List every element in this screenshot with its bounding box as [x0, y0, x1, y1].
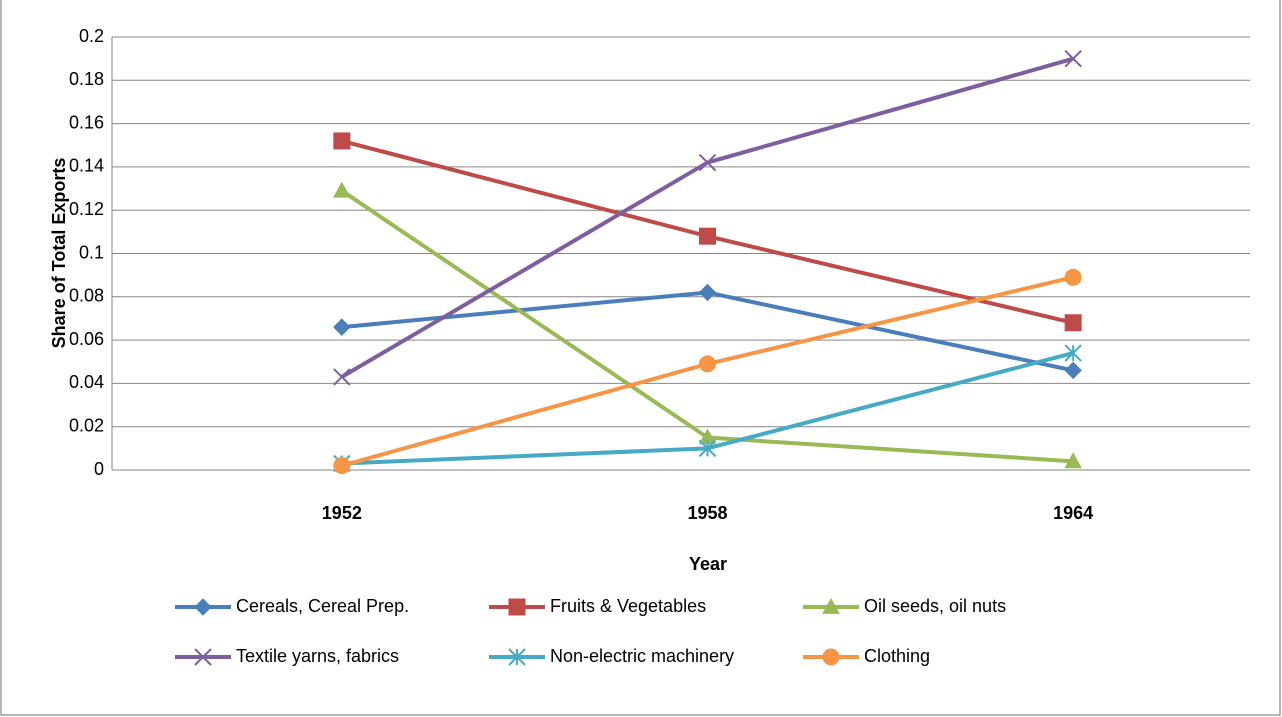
data-point: [1064, 452, 1083, 469]
data-point: [1064, 49, 1082, 68]
data-point: [698, 439, 717, 458]
x-axis-label: Year: [689, 554, 727, 574]
legend-marker: [508, 648, 526, 666]
data-point: [333, 457, 351, 475]
legend-marker: [822, 597, 840, 614]
data-point: [698, 283, 717, 302]
y-tick-label: 0.1: [79, 242, 104, 262]
data-point: [698, 153, 717, 172]
legend-label: Cereals, Cereal Prep.: [236, 596, 409, 616]
y-tick-label: 0: [94, 459, 104, 479]
legend-label: Fruits & Vegetables: [550, 596, 706, 616]
data-point: [699, 355, 716, 373]
y-tick-label: 0.16: [69, 112, 104, 132]
x-tick-label: 1958: [687, 503, 727, 523]
y-tick-label: 0.08: [69, 286, 104, 306]
data-point: [333, 318, 351, 336]
y-tick-label: 0.06: [69, 329, 104, 349]
legend-marker: [822, 648, 840, 666]
data-point: [332, 181, 351, 198]
data-point: [1064, 268, 1082, 286]
data-point: [1064, 314, 1082, 332]
legend-label: Oil seeds, oil nuts: [864, 596, 1006, 616]
legend-marker: [508, 598, 526, 616]
y-tick-label: 0.18: [69, 69, 104, 89]
legend-marker: [194, 648, 212, 666]
x-tick-label: 1964: [1053, 503, 1093, 523]
data-point: [699, 227, 716, 245]
y-tick-label: 0.02: [69, 415, 104, 435]
legend-label: Textile yarns, fabrics: [236, 646, 399, 666]
y-tick-label: 0.04: [69, 372, 104, 392]
data-point: [1064, 361, 1082, 380]
legend-label: Non-electric machinery: [550, 646, 734, 666]
data-point: [333, 132, 351, 150]
data-point: [1064, 344, 1082, 362]
y-tick-label: 0.2: [79, 26, 104, 46]
data-point: [333, 368, 351, 386]
y-tick-label: 0.12: [69, 199, 104, 219]
legend-label: Clothing: [864, 646, 930, 666]
legend-marker: [194, 598, 212, 616]
y-tick-label: 0.14: [69, 156, 104, 176]
x-tick-label: 1952: [322, 503, 362, 523]
y-axis-label: Share of Total Exports: [49, 158, 69, 349]
